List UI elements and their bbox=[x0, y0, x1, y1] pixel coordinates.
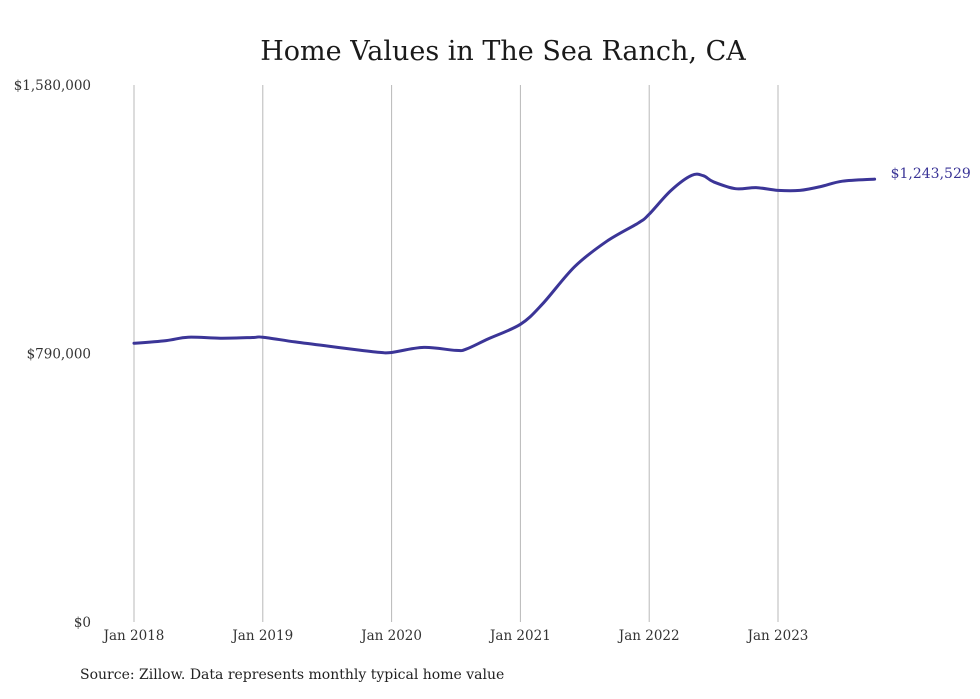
y-tick-label: $0 bbox=[74, 615, 91, 631]
y-axis-tick-labels: $0 $790,000 $1,580,000 bbox=[14, 78, 91, 631]
x-tick-label: Jan 2018 bbox=[102, 628, 165, 644]
x-tick-label: Jan 2019 bbox=[230, 628, 293, 644]
y-tick-label: $1,580,000 bbox=[14, 78, 91, 94]
y-tick-label: $790,000 bbox=[27, 347, 91, 363]
end-value-label: $1,243,529 bbox=[891, 166, 971, 182]
x-tick-label: Jan 2023 bbox=[746, 628, 809, 644]
gridlines bbox=[133, 85, 779, 622]
source-note: Source: Zillow. Data represents monthly … bbox=[80, 667, 505, 683]
x-tick-label: Jan 2020 bbox=[359, 628, 422, 644]
x-tick-label: Jan 2022 bbox=[617, 628, 680, 644]
chart-title: Home Values in The Sea Ranch, CA bbox=[260, 36, 746, 67]
x-axis-tick-labels: Jan 2018 Jan 2019 Jan 2020 Jan 2021 Jan 2022… bbox=[102, 628, 809, 644]
x-tick-label: Jan 2021 bbox=[488, 628, 551, 644]
series-line bbox=[132, 172, 877, 355]
